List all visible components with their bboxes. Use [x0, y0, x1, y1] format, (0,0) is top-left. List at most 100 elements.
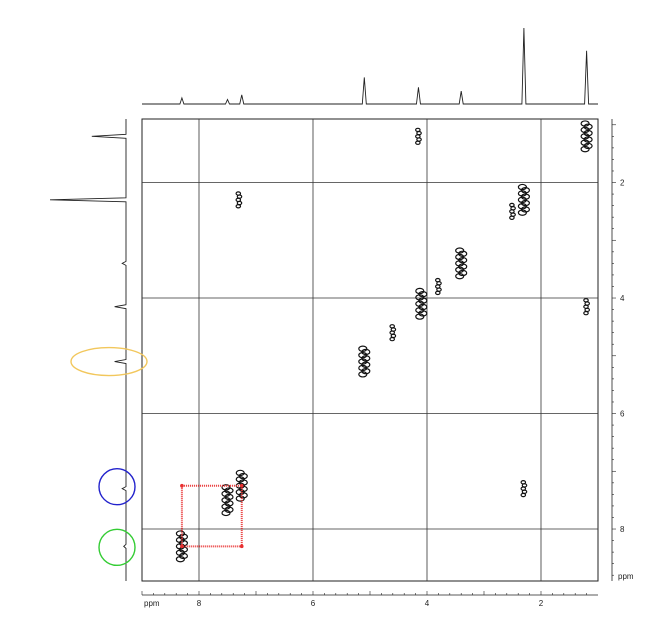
contour-ring	[221, 496, 231, 504]
contour-ring	[580, 133, 590, 140]
contour-ring	[458, 269, 468, 277]
annotation-ellipse	[70, 346, 148, 377]
contour-ring	[221, 490, 231, 497]
contour-ring	[455, 272, 465, 280]
contour-ring	[175, 543, 185, 550]
contour-ring	[455, 266, 465, 273]
contour-ring	[517, 203, 528, 210]
contour-ring	[224, 493, 234, 501]
annotation-corner-dot	[239, 483, 244, 488]
contour-ring	[238, 492, 248, 499]
f1-projection-trace	[49, 119, 127, 581]
contour-ring	[361, 361, 371, 368]
contour-ring	[175, 549, 185, 556]
x-axis: 8 6 4 2 ppm	[141, 591, 598, 608]
contour-ring	[583, 123, 593, 130]
contour-ring	[580, 139, 590, 146]
contour-ring	[178, 552, 188, 560]
contour-ring	[178, 533, 188, 540]
x-tick-label: 4	[425, 599, 430, 608]
contour-ring	[235, 204, 242, 209]
contour-ring	[458, 263, 468, 270]
y-axis-unit-label: ppm	[618, 572, 634, 581]
f2-projection-spectrum	[142, 27, 598, 105]
contour-ring	[455, 253, 465, 261]
contour-ring	[520, 492, 527, 498]
contour-ring	[389, 336, 396, 342]
contour-ring	[458, 256, 468, 264]
contour-ring	[418, 310, 428, 317]
f1-projection-spectrum	[49, 119, 127, 581]
contour-ring	[221, 509, 231, 517]
contour-ring	[235, 469, 245, 477]
contour-ring	[418, 303, 428, 311]
annotation-square	[180, 484, 243, 548]
contour-ring	[520, 206, 531, 213]
contour-ring	[520, 187, 531, 194]
contour-ring	[517, 190, 528, 197]
contour-ring	[221, 503, 231, 510]
contour-ring	[520, 199, 531, 207]
y-tick-label: 4	[620, 294, 625, 303]
contour-ring	[455, 247, 465, 254]
f2-projection-trace	[142, 27, 598, 105]
contour-ring	[580, 145, 590, 153]
grid-lines	[142, 119, 598, 581]
contour-ring	[238, 472, 248, 480]
contour-ring	[583, 136, 593, 143]
contour-ring	[517, 196, 528, 204]
contour-ring	[235, 495, 245, 502]
annotation-circle	[98, 468, 136, 506]
contour-ring	[235, 488, 245, 496]
contour-ring	[175, 536, 185, 544]
x-tick-label: 2	[539, 599, 544, 608]
contour-ring	[358, 351, 368, 359]
y-tick-label: 8	[620, 525, 625, 534]
annotation-circle	[98, 528, 136, 567]
contour-ring	[583, 310, 589, 316]
contour-ring	[175, 530, 185, 537]
x-tick-label: 8	[197, 599, 202, 608]
y-tick-label: 2	[620, 179, 625, 188]
contour-ring	[415, 307, 425, 314]
contour-ring	[455, 260, 465, 267]
contour-ring	[583, 129, 593, 137]
contour-ring	[224, 506, 234, 513]
annotation-corner-dot	[180, 544, 184, 549]
x-axis-unit-label: ppm	[144, 599, 160, 608]
contour-ring	[580, 126, 590, 134]
contour-ring	[358, 371, 368, 378]
contour-peaks	[175, 120, 593, 563]
y-tick-label: 6	[620, 410, 625, 419]
contour-ring	[583, 142, 593, 150]
plot-frame	[141, 118, 599, 582]
contour-ring	[235, 476, 245, 483]
annotation-corner-dot	[180, 483, 184, 488]
annotation-marks	[70, 346, 244, 567]
x-tick-label: 6	[311, 599, 316, 608]
contour-ring	[415, 287, 425, 295]
contour-ring	[358, 364, 368, 372]
contour-ring	[517, 209, 528, 216]
contour-ring	[358, 345, 368, 352]
contour-ring	[458, 250, 468, 257]
contour-ring	[520, 193, 531, 200]
contour-ring	[418, 297, 428, 304]
contour-ring	[224, 487, 234, 494]
contour-ring	[580, 120, 590, 127]
contour-ring	[175, 555, 185, 563]
contour-ring	[415, 140, 421, 145]
contour-ring	[517, 183, 528, 191]
contour-ring	[361, 367, 371, 375]
contour-ring	[418, 291, 428, 298]
contour-ring	[509, 215, 515, 220]
contour-ring	[434, 290, 441, 296]
y-axis: 2 4 6 8 ppm	[611, 119, 634, 581]
contour-ring	[361, 355, 371, 362]
contour-ring	[415, 313, 425, 320]
annotation-corner-dot	[239, 544, 244, 549]
contour-ring	[224, 500, 234, 507]
contour-ring	[415, 300, 425, 307]
contour-ring	[358, 358, 368, 365]
